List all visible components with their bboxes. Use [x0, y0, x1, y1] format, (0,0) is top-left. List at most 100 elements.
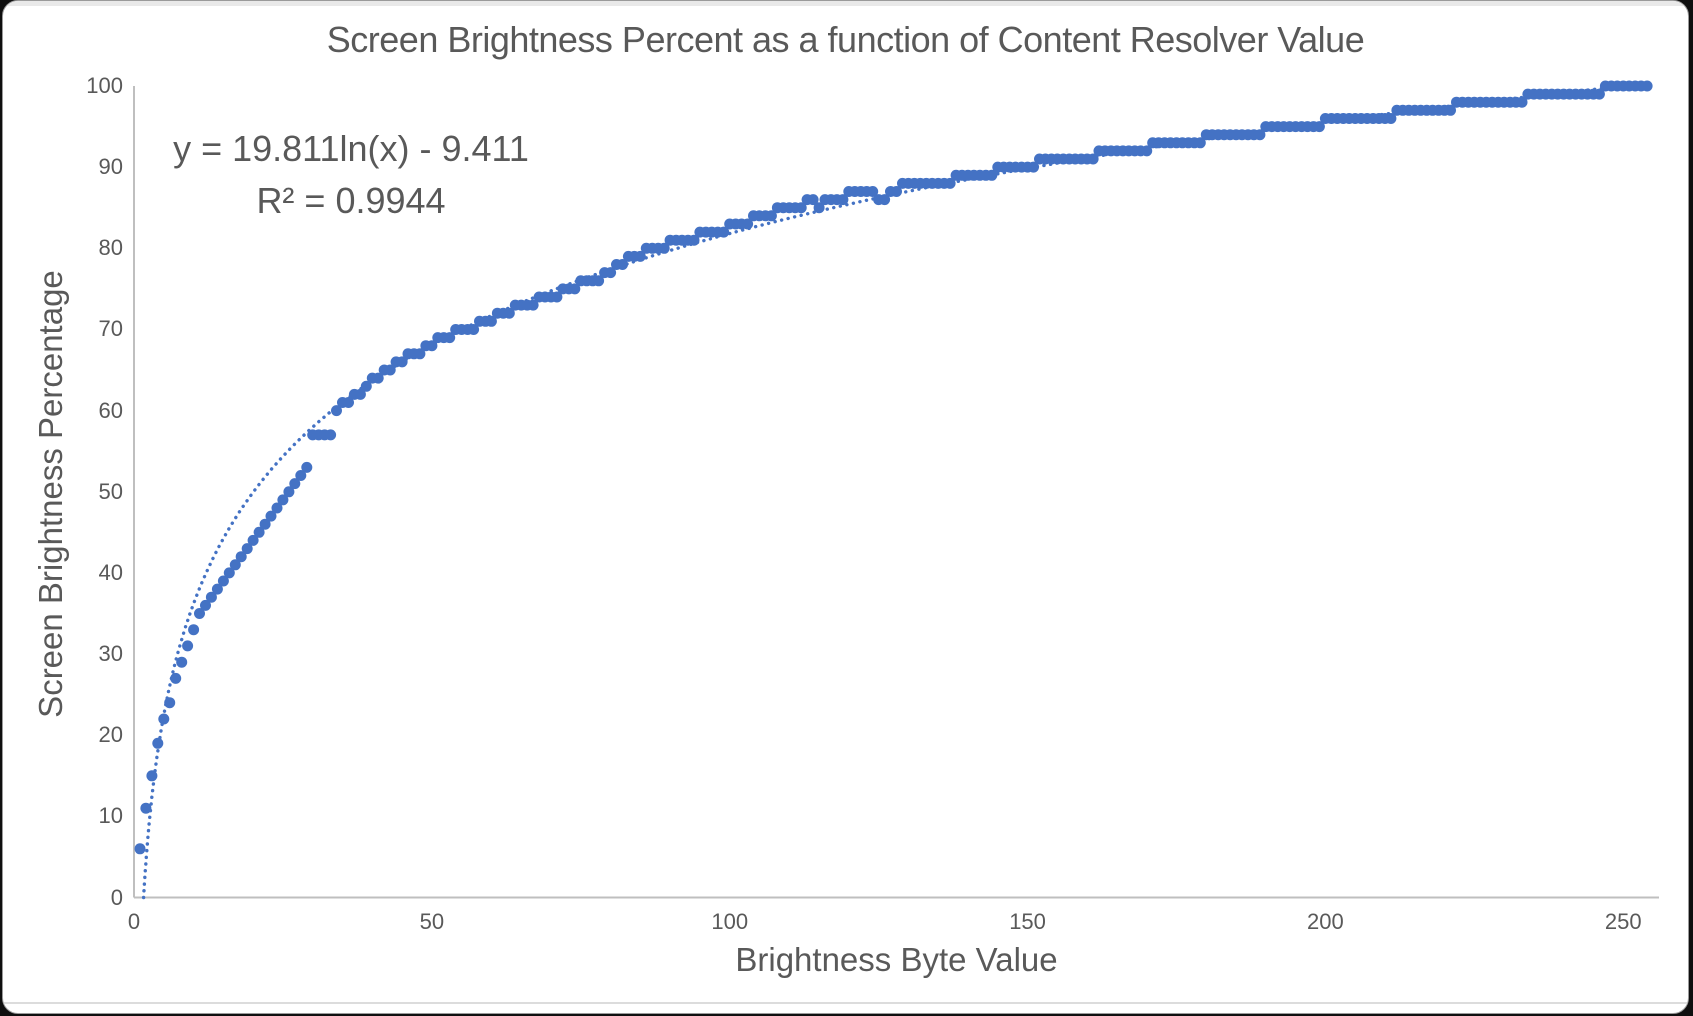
panel-bottom-rule — [3, 1002, 1688, 1004]
data-point — [331, 405, 342, 417]
trendline-annotation: y = 19.811ln(x) - 9.411 R² = 0.9944 — [151, 123, 551, 227]
data-point — [795, 202, 807, 214]
y-tick-label: 50 — [98, 478, 123, 504]
data-point — [444, 332, 456, 344]
data-point — [1254, 129, 1266, 141]
data-point — [223, 567, 235, 579]
data-point — [205, 591, 217, 603]
panel-top-strip — [3, 1, 1688, 6]
data-point — [343, 397, 354, 408]
data-point — [593, 275, 605, 287]
chart-title: Screen Brightness Percent as a function … — [326, 19, 1365, 60]
data-point — [217, 575, 229, 587]
data-point — [182, 640, 194, 652]
trendline-r-squared: R² = 0.9944 — [256, 180, 446, 221]
data-point — [742, 218, 754, 230]
y-tick-label: 100 — [86, 73, 123, 98]
data-point — [289, 478, 301, 490]
data-point — [1516, 96, 1528, 108]
y-tick-label: 10 — [98, 803, 123, 829]
data-point — [188, 624, 200, 636]
data-point — [426, 340, 438, 352]
trendline-dotted — [141, 81, 1655, 900]
data-point — [396, 356, 408, 368]
y-tick-label: 0 — [110, 884, 123, 910]
data-point — [1141, 145, 1153, 157]
data-point — [152, 737, 164, 749]
data-point — [247, 534, 259, 546]
y-tick-label: 40 — [98, 559, 123, 585]
data-point — [468, 324, 480, 335]
data-point — [176, 656, 188, 668]
data-point — [569, 283, 581, 295]
data-point — [170, 672, 182, 684]
data-point — [867, 186, 879, 197]
data-point — [1641, 80, 1653, 92]
data-point — [837, 194, 849, 206]
data-point — [605, 267, 617, 279]
y-tick-label: 90 — [98, 154, 123, 180]
x-tick-label: 50 — [419, 909, 445, 934]
data-point — [765, 210, 777, 222]
x-tick-label: 0 — [127, 909, 141, 934]
data-point — [271, 502, 283, 514]
data-point — [235, 551, 247, 563]
data-point — [1194, 137, 1206, 149]
data-point — [718, 226, 730, 238]
data-point — [1385, 113, 1397, 124]
data-point — [634, 250, 646, 262]
data-point — [879, 194, 891, 206]
data-point — [807, 194, 819, 206]
data-point — [485, 315, 497, 327]
data-point — [194, 608, 205, 619]
data-point — [200, 599, 211, 611]
data-point — [253, 526, 265, 538]
data-point — [277, 494, 289, 506]
data-point — [325, 429, 337, 441]
data-point — [265, 510, 277, 522]
data-point — [146, 770, 158, 782]
y-tick-label: 60 — [98, 397, 123, 423]
data-point — [301, 461, 313, 473]
data-point — [986, 169, 998, 181]
y-tick-label: 30 — [98, 641, 123, 667]
x-tick-label: 250 — [1604, 909, 1642, 934]
data-point — [688, 234, 700, 246]
y-tick-label: 80 — [98, 235, 123, 261]
data-point — [551, 291, 563, 303]
trendline-equation: y = 19.811ln(x) - 9.411 — [173, 128, 529, 169]
data-point — [140, 802, 152, 814]
x-tick-label: 200 — [1307, 909, 1344, 934]
data-point — [229, 559, 241, 571]
plot-area — [133, 80, 1659, 900]
data-point — [813, 202, 825, 214]
y-tick-label: 20 — [98, 722, 123, 748]
data-point — [295, 470, 307, 481]
x-axis-title: Brightness Byte Value — [735, 941, 1058, 978]
data-point — [527, 299, 539, 311]
data-point — [259, 518, 271, 530]
data-point — [158, 713, 170, 725]
x-tick-label: 150 — [1009, 909, 1046, 934]
x-tick-label: 100 — [711, 909, 749, 934]
data-point — [1593, 88, 1605, 100]
data-point — [164, 697, 176, 709]
data-point — [1313, 121, 1325, 133]
data-point — [1087, 153, 1099, 165]
data-point — [134, 843, 146, 855]
data-point — [211, 583, 223, 595]
data-point — [283, 486, 295, 498]
data-point — [658, 242, 670, 254]
data-point — [372, 372, 384, 384]
data-point — [354, 388, 366, 400]
data-point — [414, 348, 426, 360]
data-point — [503, 307, 515, 319]
data-point — [384, 364, 396, 376]
data-point — [891, 186, 902, 197]
data-point — [1028, 161, 1039, 173]
y-tick-label: 70 — [98, 316, 123, 342]
data-point — [360, 380, 372, 392]
data-point — [617, 259, 628, 270]
data-point — [1445, 104, 1456, 116]
